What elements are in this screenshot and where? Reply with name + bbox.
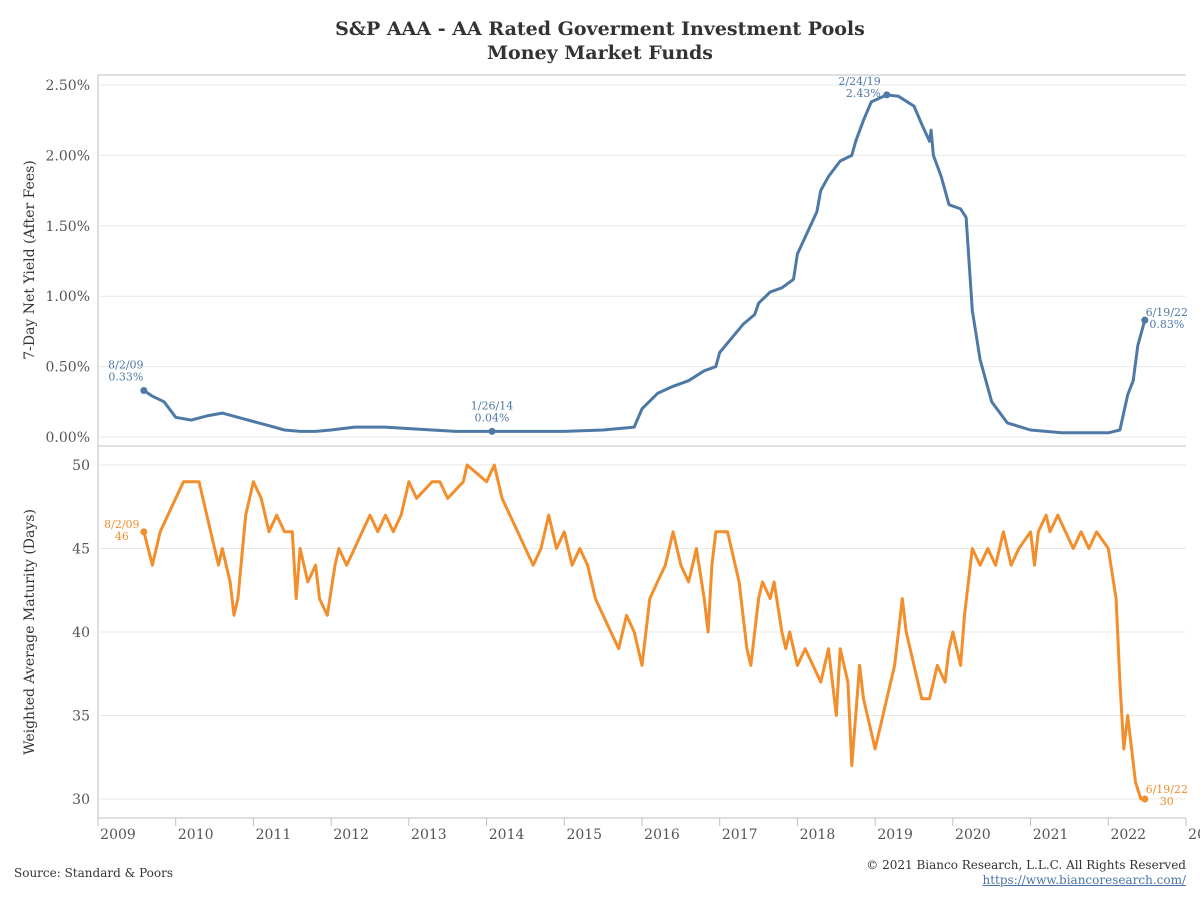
x-tick-label: 2010 bbox=[178, 827, 214, 843]
source-note: Source: Standard & Poors bbox=[14, 866, 174, 880]
x-tick-label: 2023 bbox=[1188, 827, 1200, 843]
maturity-annotation-value: 46 bbox=[115, 530, 129, 543]
yield-annotation-date: 6/19/22 bbox=[1146, 306, 1188, 319]
yield-y-tick-label: 2.50% bbox=[46, 78, 90, 94]
x-tick-label: 2009 bbox=[100, 827, 136, 843]
x-tick-label: 2014 bbox=[489, 827, 525, 843]
x-tick-label: 2011 bbox=[256, 827, 292, 843]
x-tick-label: 2016 bbox=[644, 827, 680, 843]
x-tick-label: 2012 bbox=[333, 827, 369, 843]
yield-annotation-value: 0.83% bbox=[1149, 318, 1184, 331]
yield-y-tick-label: 0.50% bbox=[46, 360, 90, 376]
yield-y-tick-label: 0.00% bbox=[46, 430, 90, 446]
x-tick-label: 2013 bbox=[411, 827, 447, 843]
maturity-y-tick-label: 40 bbox=[72, 625, 90, 641]
yield-annotation-date: 8/2/09 bbox=[108, 359, 143, 372]
x-tick-label: 2019 bbox=[877, 827, 913, 843]
maturity-annotation-point bbox=[1141, 795, 1149, 803]
yield-annotation-point bbox=[140, 387, 148, 395]
yield-annotation-point bbox=[883, 91, 891, 99]
maturity-y-tick-label: 35 bbox=[72, 709, 90, 725]
website-link[interactable]: https://www.biancoresearch.com/ bbox=[982, 873, 1186, 887]
x-tick-label: 2020 bbox=[955, 827, 991, 843]
x-tick-label: 2022 bbox=[1110, 827, 1146, 843]
x-tick-label: 2017 bbox=[722, 827, 758, 843]
maturity-annotation-point bbox=[140, 528, 148, 536]
yield-y-axis-title: 7-Day Net Yield (After Fees) bbox=[22, 160, 38, 360]
chart-subtitle: Money Market Funds bbox=[486, 42, 714, 64]
maturity-annotation-date: 6/19/22 bbox=[1146, 783, 1188, 796]
maturity-y-tick-label: 50 bbox=[72, 458, 90, 474]
yield-annotation-value: 0.04% bbox=[475, 411, 510, 424]
maturity-series-line bbox=[142, 463, 1145, 801]
x-tick-label: 2018 bbox=[800, 827, 836, 843]
yield-annotation-point bbox=[488, 427, 496, 435]
yield-series-line bbox=[143, 93, 1147, 435]
maturity-y-tick-label: 45 bbox=[72, 542, 90, 558]
yield-y-tick-label: 1.50% bbox=[46, 219, 90, 235]
maturity-y-tick-label: 30 bbox=[72, 792, 90, 808]
yield-annotation-value: 0.33% bbox=[108, 371, 143, 384]
yield-y-tick-label: 2.00% bbox=[46, 148, 90, 164]
maturity-y-axis-title: Weighted Average Maturity (Days) bbox=[22, 509, 38, 755]
yield-annotation-point bbox=[1141, 316, 1149, 324]
chart-title: S&P AAA - AA Rated Goverment Investment … bbox=[335, 18, 865, 40]
x-tick-label: 2015 bbox=[566, 827, 602, 843]
maturity-annotation-value: 30 bbox=[1160, 795, 1174, 808]
yield-annotation-date: 2/24/19 bbox=[838, 75, 880, 88]
maturity-annotation-date: 8/2/09 bbox=[104, 518, 139, 531]
copyright-note: © 2021 Bianco Research, L.L.C. All Right… bbox=[866, 858, 1186, 872]
x-tick-label: 2021 bbox=[1033, 827, 1069, 843]
yield-annotation-date: 1/26/14 bbox=[471, 399, 513, 412]
yield-y-tick-label: 1.00% bbox=[46, 289, 90, 305]
yield-annotation-value: 2.43% bbox=[846, 87, 881, 100]
